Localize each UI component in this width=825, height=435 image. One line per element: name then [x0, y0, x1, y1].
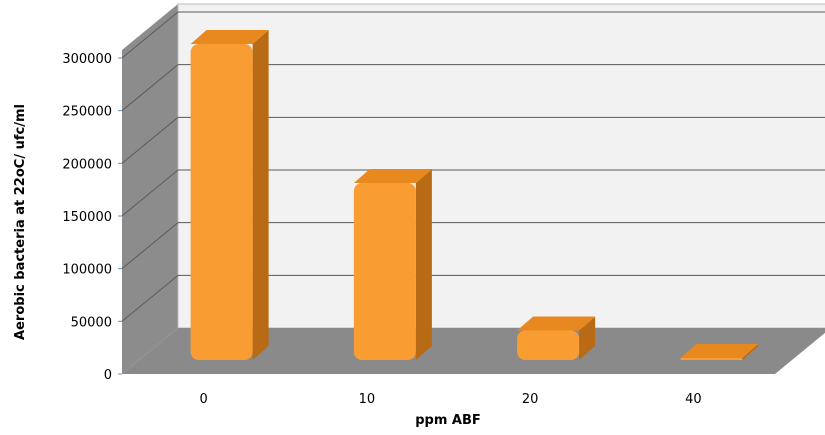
bar: [353, 169, 432, 360]
chart-walls: [121, 3, 825, 374]
bar-front: [353, 183, 416, 360]
bar-front: [190, 44, 253, 360]
bar-side: [415, 169, 432, 360]
y-tick-label: 100000: [62, 263, 112, 278]
y-tick-label: 0: [104, 368, 112, 383]
bar-top: [680, 344, 759, 358]
grid-line: [121, 274, 825, 322]
y-tick-label: 150000: [62, 210, 112, 225]
bar-top: [190, 30, 269, 44]
y-tick-label: 200000: [62, 157, 112, 172]
bar-front: [680, 358, 743, 360]
grid-line: [121, 64, 825, 112]
bar: [517, 316, 596, 360]
x-tick-label: 40: [685, 392, 702, 407]
y-axis-title: Aerobic bacteria at 22oC/ ufc/ml: [13, 104, 28, 340]
grid-line: [121, 116, 825, 164]
bar-side: [742, 344, 759, 360]
x-axis-title: ppm ABF: [415, 413, 481, 428]
bar-side: [579, 316, 596, 360]
y-tick-label: 300000: [62, 52, 112, 67]
bar-side: [252, 30, 269, 360]
y-tick-labels: 0 50000 100000 150000 200000 250000 300000: [62, 52, 122, 383]
chart-floor: [122, 328, 825, 374]
back-wall: [177, 3, 825, 329]
x-tick-labels: 0 10 20 40: [199, 392, 701, 407]
x-tick-label: 10: [359, 392, 376, 407]
grid-line: [121, 169, 825, 217]
bar: [680, 344, 759, 360]
x-tick-label: 0: [199, 392, 207, 407]
y-tick-label: 50000: [71, 315, 112, 330]
side-wall: [122, 4, 178, 374]
x-tick-label: 20: [522, 392, 539, 407]
y-tick-label: 250000: [62, 105, 112, 120]
bar-top: [353, 169, 432, 184]
bar-top: [517, 316, 596, 331]
grid-line: [121, 11, 825, 59]
grid-line: [121, 222, 825, 270]
bar-front: [517, 330, 580, 360]
bar: [190, 30, 269, 360]
chart-bars: [190, 30, 759, 360]
